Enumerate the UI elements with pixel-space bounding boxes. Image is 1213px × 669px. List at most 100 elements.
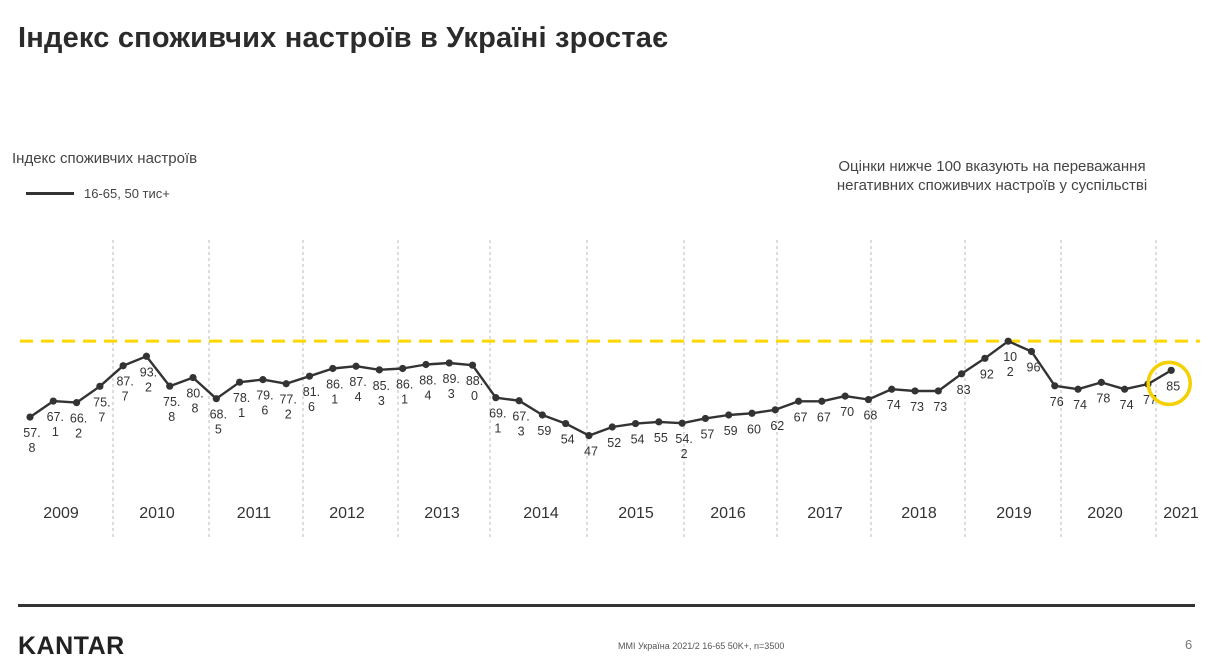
source-note: MMI Україна 2021/2 16-65 50K+, n=3500 [618,641,785,651]
data-label: 86. 1 [396,377,413,406]
data-label: 88. 0 [466,374,483,403]
chart-note: Оцінки нижче 100 вказують на переважання… [836,158,1148,194]
data-label: 70 [840,405,854,419]
data-label: 10 2 [1003,350,1017,379]
data-point [329,364,337,373]
latest-value-highlight [1146,360,1192,407]
data-point [562,419,570,428]
year-label: 2018 [901,505,937,522]
year-label: 2020 [1087,505,1123,522]
series-line [29,340,1172,437]
data-label: 52 [607,436,621,450]
data-label: 81. 6 [303,385,320,414]
data-point [515,397,523,405]
data-label: 78. 1 [233,391,250,420]
data-point [282,380,290,388]
data-label: 76 [1050,395,1064,409]
kantar-logo: KANTAR [18,632,125,660]
data-point [934,387,942,395]
data-label: 88. 4 [419,374,436,403]
data-label: 47 [584,445,598,459]
data-point [399,364,407,373]
data-label: 67. 3 [512,410,529,439]
data-point [96,382,104,390]
data-point [142,352,151,360]
data-point [981,354,989,362]
year-label: 2012 [329,505,365,522]
data-point [701,414,710,423]
data-label: 55 [654,431,668,445]
data-point [422,360,430,369]
data-point [259,376,267,384]
data-label: 78 [1096,391,1110,405]
data-label: 68 [863,409,877,423]
year-label: 2009 [43,505,79,522]
data-point [678,419,686,427]
data-point [748,409,756,417]
data-label: 74 [1120,398,1134,412]
data-point [725,411,733,419]
data-label: 89. 3 [443,372,460,401]
data-point [1051,382,1059,390]
data-label: 59 [724,424,738,438]
data-point [958,370,966,378]
year-label: 2016 [710,505,746,522]
year-label: 2017 [807,505,843,522]
data-point [585,432,593,440]
footer-divider [18,604,1195,607]
data-point [445,359,453,367]
data-point [655,418,663,426]
data-point [818,397,826,405]
data-label: 87. 7 [116,375,133,404]
data-label: 83 [957,383,971,397]
data-label: 54 [631,433,645,447]
data-label: 75. 8 [163,395,180,424]
data-label: 67 [817,410,831,424]
data-label: 93. 2 [140,365,157,394]
data-label: 86. 1 [326,377,343,406]
data-label: 92 [980,367,994,381]
data-point [1027,347,1036,356]
legend-label: 16-65, 50 тис+ [84,186,170,201]
data-label: 57. 8 [23,426,40,455]
data-point [888,385,896,393]
data-point [608,423,616,431]
data-point [375,366,383,374]
data-point [492,394,500,402]
data-label: 73 [933,400,947,414]
data-point [841,392,849,400]
data-point [468,361,477,369]
data-point [166,382,174,390]
data-label: 67. 1 [47,410,64,439]
data-point [538,411,546,419]
page-title: Індекс споживчих настроїв в Україні зрос… [18,22,669,54]
year-label: 2013 [424,505,460,522]
data-label: 80. 8 [186,387,203,416]
data-label: 96 [1027,360,1041,374]
data-point [305,372,314,380]
data-point [771,406,779,414]
data-point [1097,378,1105,386]
data-label: 60 [747,422,761,436]
data-point [794,397,803,405]
data-label: 67 [794,410,808,424]
data-point [631,419,640,428]
data-point [236,378,244,386]
data-label: 74 [887,398,901,412]
data-label: 66. 2 [70,412,87,441]
data-point [1167,366,1175,374]
data-label: 75. 7 [93,395,110,424]
data-label: 54. 2 [675,432,692,461]
data-point [119,362,127,370]
data-label: 77. 2 [279,393,296,422]
data-label: 85. 3 [373,379,390,408]
data-point [911,387,919,395]
data-point [189,373,197,382]
data-label: 79. 6 [256,389,273,418]
data-label: 73 [910,400,924,414]
data-point [1004,337,1012,345]
data-label: 54 [561,433,575,447]
data-label: 87. 4 [349,375,366,404]
data-point [26,413,34,421]
